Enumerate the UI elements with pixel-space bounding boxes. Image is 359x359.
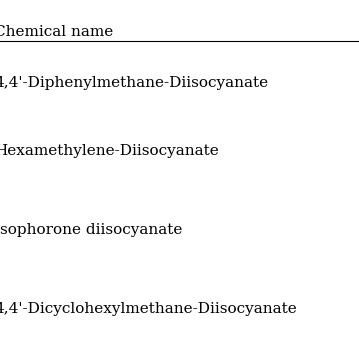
Text: 4,4'-Dicyclohexylmethane-Diisocyanate: 4,4'-Dicyclohexylmethane-Diisocyanate [0,302,297,316]
Text: 4,4'-Diphenylmethane-Diisocyanate: 4,4'-Diphenylmethane-Diisocyanate [0,76,269,89]
Text: Isophorone diisocyanate: Isophorone diisocyanate [0,223,183,237]
Text: Chemical name: Chemical name [0,25,114,39]
Text: Hexamethylene-Diisocyanate: Hexamethylene-Diisocyanate [0,144,219,158]
